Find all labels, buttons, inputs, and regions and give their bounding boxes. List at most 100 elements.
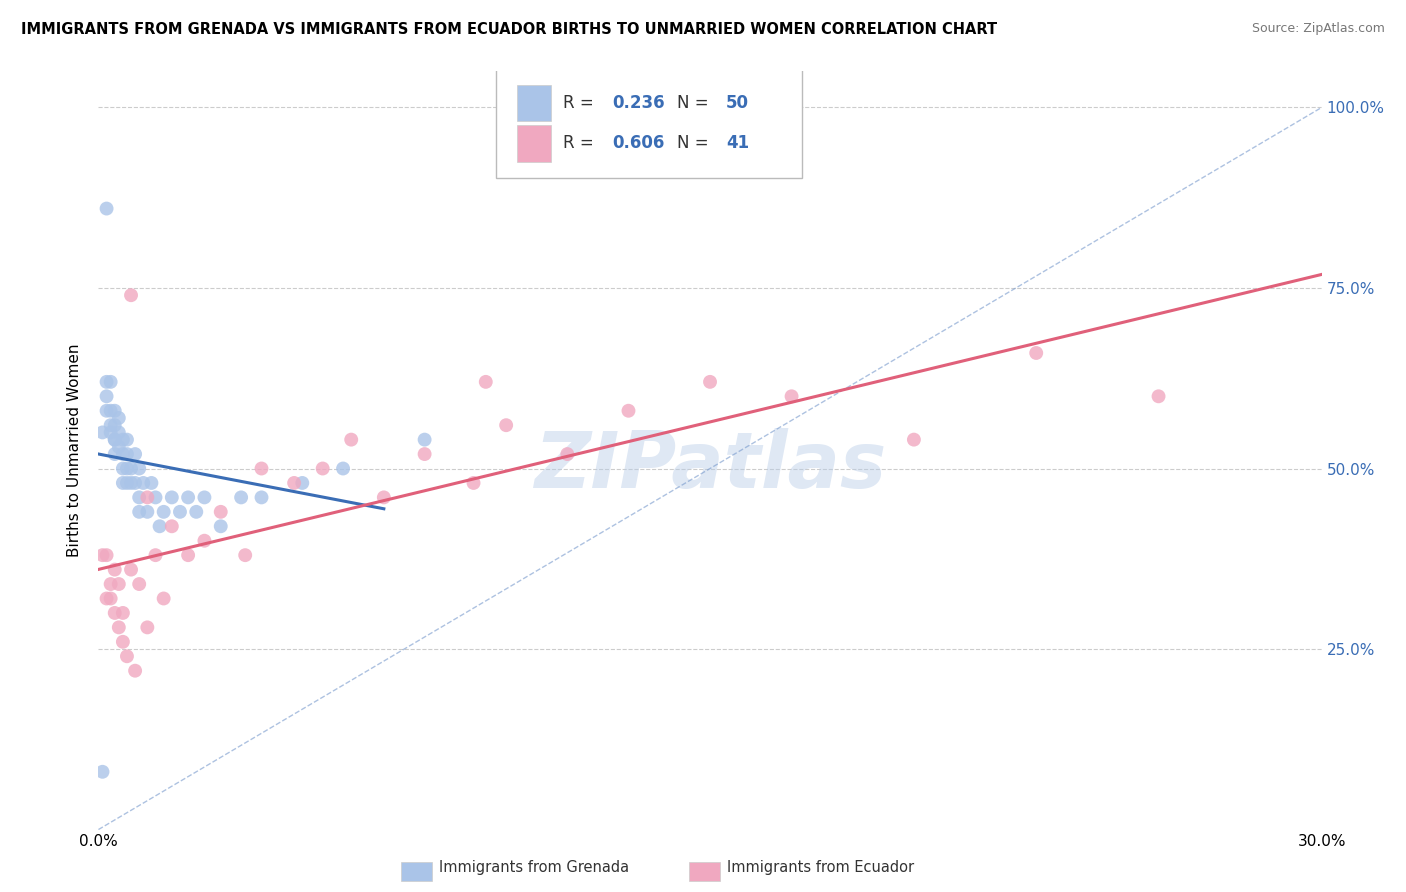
Point [108,440,131,454]
Point [111,606,134,620]
Point [128,505,150,519]
Point [474,375,498,389]
Point [104,433,127,447]
Text: 41: 41 [725,135,749,153]
Point [91,764,114,779]
Point [104,606,127,620]
Point [104,433,127,447]
Point [108,620,131,634]
Text: 0.606: 0.606 [612,135,665,153]
Point [152,591,174,606]
Point [177,548,200,562]
Point [96,375,118,389]
Point [120,288,142,302]
Point [160,519,183,533]
Point [141,475,163,490]
Text: N =: N = [678,95,714,112]
Point [128,461,150,475]
Point [136,505,159,519]
Point [283,475,305,490]
Point [100,403,122,417]
Point [413,447,436,461]
Point [100,591,122,606]
Point [100,375,122,389]
Point [250,491,273,505]
Point [169,505,191,519]
Point [209,505,232,519]
Point [903,433,925,447]
Point [124,447,146,461]
Point [617,403,640,417]
Point [115,475,138,490]
Point [100,418,122,433]
FancyBboxPatch shape [517,85,551,121]
Point [145,548,167,562]
Text: Immigrants from Grenada: Immigrants from Grenada [439,860,628,874]
Point [699,375,721,389]
Point [413,433,436,447]
Point [193,533,215,548]
Point [96,403,118,417]
Point [136,620,159,634]
Point [108,577,131,591]
Point [128,577,150,591]
Point [332,461,354,475]
Point [115,461,138,475]
Point [111,447,134,461]
Point [136,491,159,505]
FancyBboxPatch shape [517,125,551,161]
Point [145,491,167,505]
Point [1147,389,1170,403]
Point [495,418,517,433]
Point [193,491,215,505]
Point [96,591,118,606]
Point [120,475,142,490]
Point [128,491,150,505]
Point [115,447,138,461]
Point [100,425,122,440]
Point [111,635,134,649]
Point [120,461,142,475]
Point [373,491,395,505]
Text: 0.236: 0.236 [612,95,665,112]
Point [291,475,314,490]
Point [104,563,127,577]
Point [160,491,183,505]
Point [186,505,208,519]
Point [555,447,579,461]
Point [1025,346,1047,360]
Point [340,433,363,447]
Text: Source: ZipAtlas.com: Source: ZipAtlas.com [1251,22,1385,36]
Point [111,475,134,490]
Point [104,418,127,433]
Point [152,505,174,519]
Point [96,548,118,562]
Point [104,403,127,417]
Point [124,475,146,490]
Point [463,475,485,490]
Point [149,519,172,533]
FancyBboxPatch shape [496,68,801,178]
Point [115,433,138,447]
Point [108,411,131,425]
Point [111,433,134,447]
Point [104,447,127,461]
Point [96,389,118,403]
Text: Immigrants from Ecuador: Immigrants from Ecuador [727,860,914,874]
Point [209,519,232,533]
Text: IMMIGRANTS FROM GRENADA VS IMMIGRANTS FROM ECUADOR BIRTHS TO UNMARRIED WOMEN COR: IMMIGRANTS FROM GRENADA VS IMMIGRANTS FR… [21,22,997,37]
Point [780,389,803,403]
Text: R =: R = [564,95,599,112]
Point [111,461,134,475]
Point [108,425,131,440]
Point [124,664,146,678]
Text: ZIPatlas: ZIPatlas [534,427,886,504]
Point [231,491,253,505]
Point [120,563,142,577]
Point [177,491,200,505]
Point [233,548,256,562]
Text: R =: R = [564,135,599,153]
Point [132,475,155,490]
Text: N =: N = [678,135,714,153]
Point [312,461,335,475]
